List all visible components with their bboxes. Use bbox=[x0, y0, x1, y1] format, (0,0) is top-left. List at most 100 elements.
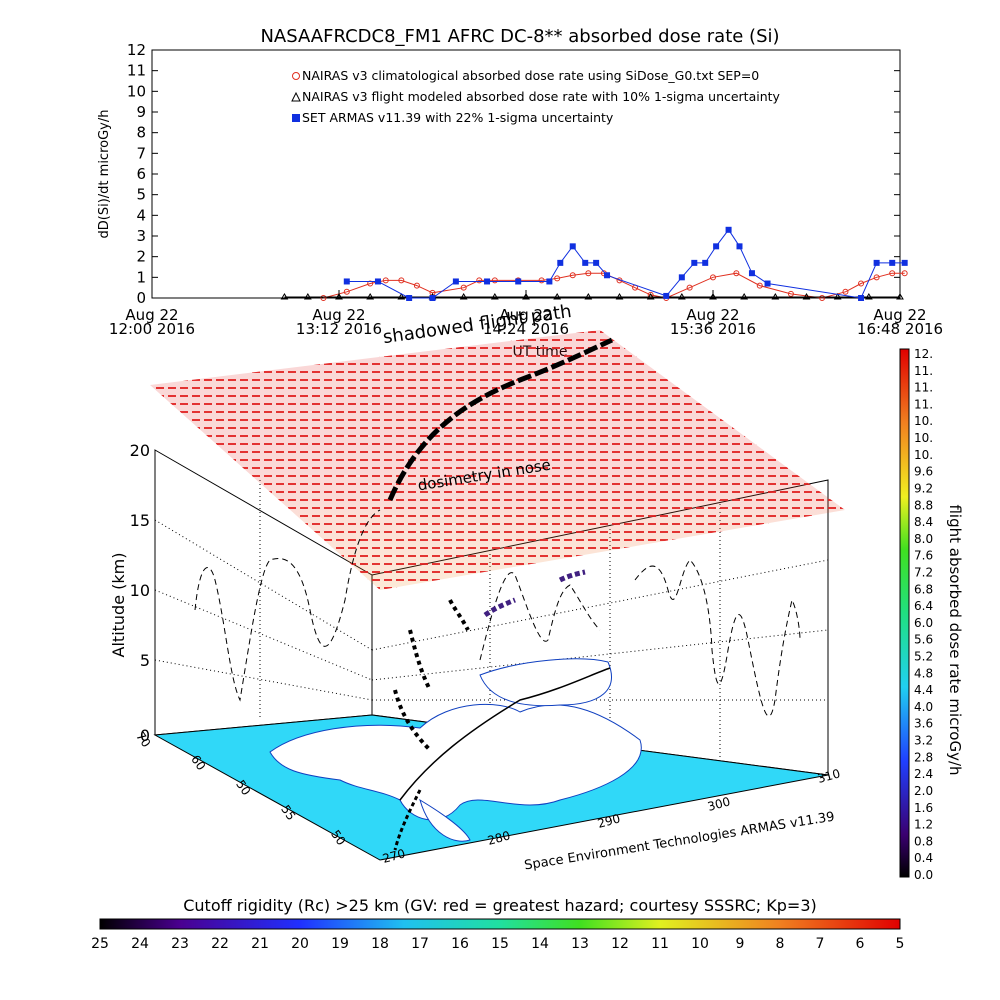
data-point bbox=[343, 278, 350, 285]
colorbar-tick-label: 8.4 bbox=[914, 515, 933, 529]
colorbar-tick-label: 11. bbox=[914, 381, 933, 395]
data-point bbox=[569, 272, 576, 279]
z-axis: 0 5 10 15 20 bbox=[130, 441, 150, 745]
series-2 bbox=[343, 226, 908, 301]
y-tick-label: 0 bbox=[136, 289, 146, 307]
legend-label: NAIRAS v3 flight modeled absorbed dose r… bbox=[302, 89, 781, 104]
data-point bbox=[787, 290, 794, 297]
data-point bbox=[476, 277, 483, 284]
colorbar-tick-label: 2.4 bbox=[914, 767, 933, 781]
data-point bbox=[896, 292, 904, 300]
data-point bbox=[398, 277, 405, 284]
data-point bbox=[858, 280, 865, 287]
data-point bbox=[397, 292, 406, 300]
z-tick-label: 5 bbox=[140, 651, 150, 670]
rigidity-tick-label: 18 bbox=[371, 936, 389, 952]
colorbar-tick-label: 3.2 bbox=[914, 734, 933, 748]
data-point bbox=[515, 278, 522, 285]
y-tick-label: 7 bbox=[136, 144, 146, 162]
data-point bbox=[460, 284, 467, 291]
data-point bbox=[678, 274, 685, 281]
rigidity-tick-label: 9 bbox=[736, 936, 745, 952]
gridlines bbox=[154, 480, 829, 760]
data-point bbox=[748, 270, 755, 277]
colorbar-tick-label: 8.0 bbox=[914, 532, 933, 546]
y-tick-label: 5 bbox=[136, 186, 146, 204]
z-tick-label: 10 bbox=[130, 581, 150, 600]
data-point bbox=[736, 243, 743, 250]
z-tick-label: 20 bbox=[130, 441, 150, 460]
y-tick-label: 8 bbox=[136, 124, 146, 142]
x-tick-time: 12:00 2016 bbox=[109, 320, 195, 338]
x-tick-time: 16:48 2016 bbox=[857, 320, 943, 338]
data-point bbox=[413, 282, 420, 289]
series-1 bbox=[280, 292, 904, 300]
rigidity-colorbar-ticks: 25 24 23 22 21 20 19 18 17 16 15 14 13 12 11 10 9 8 7 6 5 bbox=[91, 936, 904, 952]
y-tick-label: 6 bbox=[136, 165, 146, 183]
data-point bbox=[584, 292, 593, 300]
colorbar-tick-label: 7.6 bbox=[914, 549, 933, 563]
data-point bbox=[663, 292, 670, 299]
land-greenland bbox=[479, 658, 612, 707]
rigidity-tick-label: 22 bbox=[211, 936, 229, 952]
data-point bbox=[691, 259, 698, 266]
data-point bbox=[546, 278, 553, 285]
x-tick-time: 13:12 2016 bbox=[296, 320, 382, 338]
x-tick-time: 14:24 2016 bbox=[483, 320, 569, 338]
dose-colorbar-ticks: 12. 11. 11. 11. 10. 10. 10. 9.6 9.2 8.8 8.4 8.0 7.6 7… bbox=[914, 347, 933, 882]
colorbar-tick-label: 7.2 bbox=[914, 565, 933, 579]
series-line bbox=[323, 272, 905, 299]
ground-track bbox=[399, 667, 611, 801]
data-point bbox=[280, 292, 289, 300]
dose-colorbar-label: flight absorbed dose rate microGy/h bbox=[946, 504, 964, 775]
colorbar-tick-label: 2.0 bbox=[914, 784, 933, 798]
legend: NAIRAS v3 climatological absorbed dose r… bbox=[291, 68, 781, 125]
rigidity-tick-label: 12 bbox=[611, 936, 629, 952]
y-tick-label: 1 bbox=[136, 268, 146, 286]
data-point bbox=[335, 292, 343, 300]
lon-tick-label: 310 bbox=[816, 766, 842, 785]
data-point bbox=[366, 292, 375, 300]
colorbar-tick-label: 6.4 bbox=[914, 599, 933, 613]
data-point bbox=[842, 288, 849, 295]
data-point bbox=[646, 292, 655, 300]
land-north-america bbox=[269, 703, 642, 821]
data-point bbox=[374, 278, 381, 285]
3d-plot: shadowed flight path dosimetry in nose A… bbox=[109, 301, 845, 874]
colorbar-tick-label: 3.6 bbox=[914, 717, 933, 731]
data-point bbox=[764, 280, 771, 287]
data-point bbox=[901, 270, 908, 277]
rigidity-tick-label: 8 bbox=[776, 936, 785, 952]
data-point bbox=[677, 292, 686, 300]
colorbar-tick-label: 2.8 bbox=[914, 750, 933, 764]
series-0 bbox=[320, 270, 908, 301]
data-point bbox=[819, 295, 826, 301]
lon-tick-label: 270 bbox=[381, 846, 407, 865]
lon-axis: 270 280 290 300 310 bbox=[381, 766, 842, 865]
rigidity-tick-label: 7 bbox=[816, 936, 825, 952]
data-point bbox=[709, 292, 717, 300]
data-point bbox=[406, 295, 413, 301]
y-tick-label: 3 bbox=[136, 227, 146, 245]
colorbar-tick-label: 5.6 bbox=[914, 633, 933, 647]
data-point bbox=[582, 259, 589, 266]
rigidity-dashes bbox=[150, 330, 845, 590]
chart-title: NASAAFRCDC8_FM1 AFRC DC-8** absorbed dos… bbox=[260, 26, 779, 47]
data-point bbox=[429, 295, 436, 301]
data-point bbox=[343, 288, 350, 295]
data-point bbox=[873, 259, 880, 266]
z-axis-label: Altitude (km) bbox=[109, 553, 128, 658]
legend-marker bbox=[291, 91, 301, 102]
data-point bbox=[756, 282, 763, 289]
rigidity-tick-label: 6 bbox=[856, 936, 865, 952]
colorbar-tick-label: 4.8 bbox=[914, 666, 933, 680]
rigidity-tick-label: 20 bbox=[291, 936, 309, 952]
flight-track-south bbox=[393, 789, 422, 851]
z-tick-label: 0 bbox=[140, 726, 150, 745]
data-point bbox=[710, 274, 716, 281]
rigidity-tick-label: 19 bbox=[331, 936, 349, 952]
z-tick-label: 15 bbox=[130, 511, 150, 530]
data-point bbox=[858, 295, 865, 301]
y-tick-label: 4 bbox=[136, 206, 146, 224]
